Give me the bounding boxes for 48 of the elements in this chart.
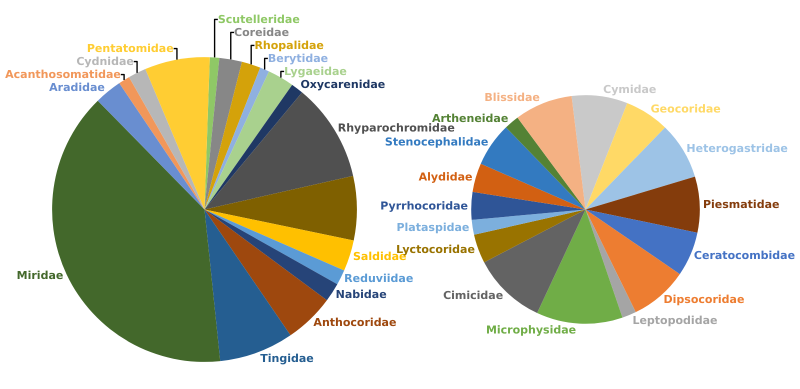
pie-slice: [119, 77, 204, 210]
pie-slice: [472, 210, 586, 235]
pie-slice: [145, 57, 210, 210]
pie-slice: [204, 176, 357, 240]
slice-label: Anthocoridae: [313, 316, 396, 330]
slice-label: Piesmatidae: [702, 198, 780, 211]
pie-slice: [204, 68, 270, 210]
pie-slice: [204, 62, 260, 210]
pie-slice: [204, 210, 338, 300]
slice-label: Pentatomidae: [86, 42, 174, 56]
slice-label: Dipsocoridae: [663, 293, 744, 306]
slice-label: Stenocephalidae: [384, 136, 488, 149]
pie-slice: [204, 84, 302, 210]
slice-label: Geocoridae: [650, 102, 721, 116]
slice-label: Berytidae: [268, 52, 328, 65]
pie-slice: [204, 58, 242, 210]
slice-label: Acanthosomatidae: [5, 68, 121, 82]
slice-label: Rhopalidae: [254, 38, 324, 52]
pie-slice: [474, 210, 586, 262]
slice-label: Blissidae: [484, 91, 540, 104]
slice-label: Tingidae: [260, 352, 314, 365]
slice-label: Coreidae: [234, 26, 290, 39]
pie-slice: [129, 69, 204, 210]
slice-label: Reduviidae: [344, 272, 414, 286]
pie-slice: [572, 95, 628, 210]
slice-label: Cydnidae: [76, 55, 134, 68]
pie-slice: [204, 210, 344, 284]
slice-label: Alydidae: [418, 170, 472, 184]
slice-label: Oxycarenidae: [300, 78, 386, 91]
slice-label: Miridae: [16, 269, 64, 282]
pie-slice: [472, 164, 586, 210]
slice-label: Cimicidae: [443, 288, 504, 302]
slice-label: Pyrrhocoridae: [380, 199, 468, 212]
pie-slice: [471, 192, 586, 220]
pie-slice: [204, 57, 220, 210]
slice-label: Rhyparochromidae: [338, 122, 455, 135]
slice-label: Heterogastridae: [686, 142, 788, 155]
slice-label: Aradidae: [49, 81, 105, 94]
slice-label: Leptopodidae: [632, 314, 718, 328]
slice-label: Ceratocombidae: [694, 248, 796, 262]
slice-label: Lygaeidae: [284, 64, 347, 78]
slice-label: Nabidae: [336, 288, 387, 301]
pie-slice: [537, 210, 622, 324]
pie-slice: [586, 176, 700, 233]
pie-slice: [204, 210, 354, 271]
slice-label: Microphysidae: [486, 324, 576, 337]
slice-label: Scutelleridae: [218, 12, 300, 26]
slice-label: Plataspidae: [396, 221, 470, 234]
